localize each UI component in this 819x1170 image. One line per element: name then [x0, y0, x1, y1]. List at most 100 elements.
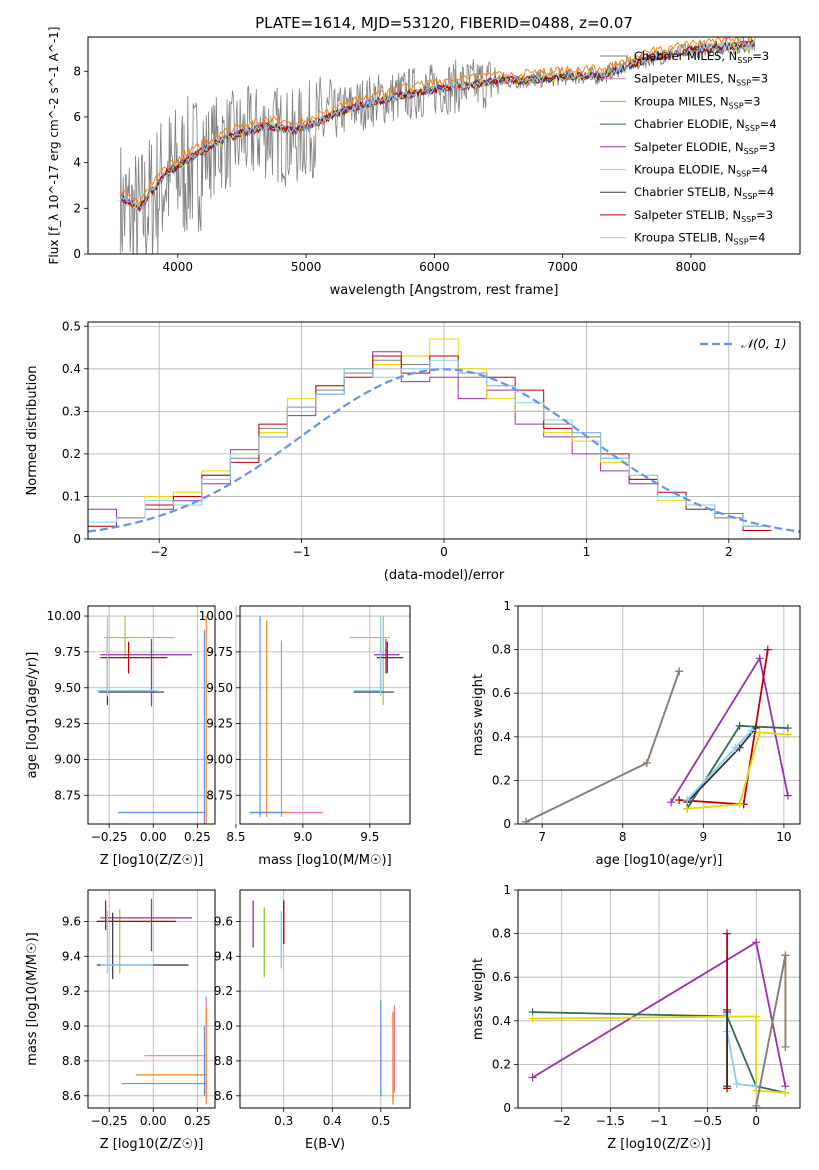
- y-axis-label: Normed distribution: [25, 366, 40, 496]
- figure-title: PLATE=1614, MJD=53120, FIBERID=0488, z=0…: [255, 14, 633, 32]
- weight-marker: [781, 951, 790, 960]
- y-tick-label: 9.00: [206, 752, 233, 766]
- y-tick-label: 8.75: [206, 788, 233, 802]
- weight-marker: [752, 1101, 761, 1108]
- axes-frame: [239, 605, 411, 825]
- axes-frame: [87, 36, 801, 255]
- weight-line: [525, 671, 680, 823]
- legend-subscript: SSP: [744, 147, 759, 156]
- residuals-chart: −2 −1 0 1 2 0 0.1 0.2 0.3 0.4 0.5 (data-model)/erro…: [25, 319, 801, 583]
- weight_vs_Z-chart: −2 −1.5 −1 −0.5 0 0 0.2 0.4 0.6 0.8 1 Z [log10(Z/Z☉…: [471, 883, 801, 1152]
- x-tick-label: −1.5: [596, 1114, 625, 1128]
- weight-marker: [731, 743, 740, 752]
- x-axis-label: (data-model)/error: [384, 568, 505, 583]
- x-tick-label: 9.5: [360, 830, 379, 844]
- y-tick-label: 8.75: [54, 788, 81, 802]
- legend-value: =3: [759, 140, 776, 154]
- legend-value: =4: [749, 231, 766, 245]
- x-axis-label: Z [log10(Z/Z☉)]: [607, 1137, 711, 1152]
- legend-label: Salpeter STELIB, NSSP=3: [634, 208, 773, 224]
- y-tick-label: 8.6: [214, 1089, 233, 1103]
- y-tick-label: 0.5: [62, 319, 81, 333]
- y-axis-label: mass [log10(M/M☉)]: [25, 932, 40, 1065]
- x-tick-label: 0.4: [323, 1114, 342, 1128]
- x-tick-label: 2: [725, 545, 733, 559]
- weight_vs_age-marks: [522, 645, 792, 824]
- residuals-marks: [88, 338, 800, 533]
- weight-marker: [747, 726, 756, 735]
- legend-subscript: SSP: [734, 238, 749, 247]
- weight-marker: [735, 721, 744, 730]
- legend-label: Chabrier ELODIE, NSSP=4: [634, 117, 777, 133]
- x-tick-label: 0: [752, 1114, 760, 1128]
- age_vs_mass-marks: [249, 616, 404, 817]
- y-tick-label: 9.25: [206, 717, 233, 731]
- y-tick-label: 0.3: [62, 404, 81, 418]
- y-tick-label: 0.4: [492, 730, 511, 744]
- y-tick-label: 9.0: [62, 1019, 81, 1033]
- y-tick-label: 0: [73, 532, 81, 546]
- weight-marker: [642, 758, 651, 767]
- weight-marker: [735, 800, 744, 809]
- x-tick-label: −1: [293, 545, 311, 559]
- legend-subscript: SSP: [745, 124, 760, 133]
- y-tick-label: 0.6: [492, 970, 511, 984]
- x-tick-label: 1: [583, 545, 591, 559]
- y-tick-label: 0.4: [492, 1014, 511, 1028]
- y-tick-label: 9.25: [54, 717, 81, 731]
- y-tick-label: 0.8: [492, 927, 511, 941]
- axes-frame: [517, 605, 801, 825]
- y-tick-label: 0: [73, 247, 81, 261]
- y-tick-label: 8.6: [62, 1089, 81, 1103]
- spectrum-chart: 4000 5000 6000 7000 8000 0 2 4 6 8 wavelength [Ang…: [47, 27, 801, 298]
- x-tick-label: 0: [440, 545, 448, 559]
- weight-marker: [667, 798, 676, 807]
- legend-value: =4: [751, 163, 768, 177]
- mass_vs_EBV-chart: 0.3 0.4 0.5 8.6 8.8 9.0 9.2 9.4 9.6 E(B-V): [214, 889, 411, 1152]
- model-spectrum-line: [120, 37, 751, 205]
- x-tick-label: 8: [619, 830, 627, 844]
- x-tick-label: −2: [150, 545, 168, 559]
- mass_vs_Z-marks: [96, 898, 207, 1105]
- y-tick-label: 9.50: [206, 681, 233, 695]
- legend-subscript: SSP: [736, 79, 751, 88]
- x-tick-label: 8.5: [226, 830, 245, 844]
- weight-line: [532, 1011, 786, 1094]
- weight-marker: [781, 1088, 790, 1097]
- x-axis-label: age [log10(age/yr)]: [596, 853, 723, 868]
- y-axis-label: mass weight: [471, 958, 486, 1040]
- y-tick-label: 9.00: [54, 752, 81, 766]
- spectrum-legend: Chabrier MILES, NSSP=3 Salpeter MILES, NS…: [600, 49, 777, 247]
- y-tick-label: 9.4: [62, 949, 81, 963]
- y-tick-label: 10.00: [199, 609, 233, 623]
- y-tick-label: 1: [503, 883, 511, 897]
- weight-marker: [752, 1082, 761, 1091]
- spectrum-marks: [119, 37, 756, 254]
- legend-subscript: SSP: [741, 215, 756, 224]
- weight-marker: [763, 645, 772, 654]
- x-tick-label: 0.00: [140, 1114, 167, 1128]
- weight-marker: [752, 938, 761, 947]
- x-tick-label: 0.25: [184, 830, 211, 844]
- x-tick-label: 9: [699, 830, 707, 844]
- weight-marker: [783, 791, 792, 800]
- age_vs_mass-chart: 8.5 9.0 9.5 8.75 9.00 9.25 9.50 9.75 10.00 mass […: [199, 605, 411, 868]
- y-tick-label: 9.75: [206, 645, 233, 659]
- x-tick-label: 8000: [676, 260, 707, 274]
- mass_vs_EBV-marks: [252, 900, 396, 1105]
- legend-label: Chabrier MILES, NSSP=3: [634, 49, 769, 65]
- x-tick-label: 5000: [291, 260, 322, 274]
- legend-label: Salpeter ELODIE, NSSP=3: [634, 140, 776, 156]
- y-tick-label: 1: [503, 599, 511, 613]
- weight-marker: [723, 929, 732, 938]
- legend-label: Kroupa STELIB, NSSP=4: [634, 231, 765, 247]
- y-tick-label: 8.8: [62, 1054, 81, 1068]
- y-tick-label: 9.6: [214, 914, 233, 928]
- y-tick-label: 8: [73, 64, 81, 78]
- legend-value: =4: [760, 117, 777, 131]
- x-axis-label: Z [log10(Z/Z☉)]: [100, 853, 204, 868]
- y-tick-label: 0: [503, 817, 511, 831]
- y-tick-label: 8.8: [214, 1054, 233, 1068]
- x-axis-label: wavelength [Angstrom, rest frame]: [330, 283, 559, 298]
